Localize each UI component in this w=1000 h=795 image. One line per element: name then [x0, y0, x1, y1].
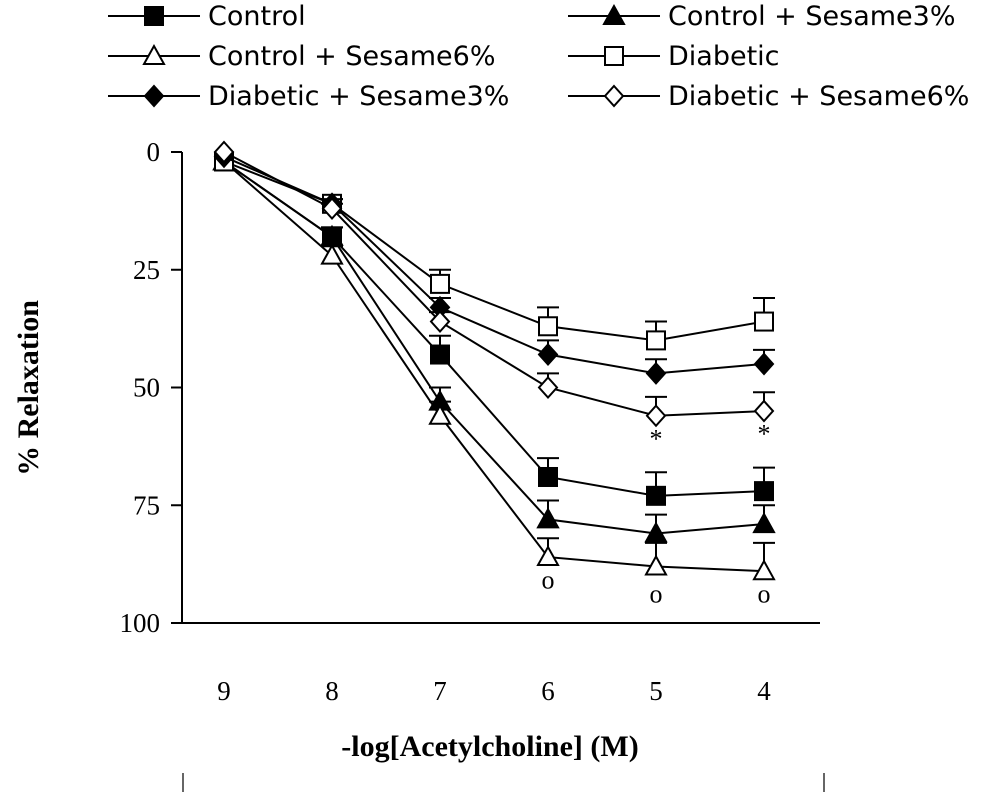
data-point [538, 316, 558, 337]
data-point [538, 466, 558, 487]
significance-mark: * [650, 424, 663, 453]
legend-label: Diabetic + Sesame3% [208, 81, 509, 112]
series-4 [213, 145, 775, 385]
data-point [753, 352, 775, 376]
legend-item: Control + Sesame3% [568, 1, 956, 32]
plot-area: 0 25 50 75 100 9 8 7 6 5 4 * * o o o [120, 137, 820, 706]
series-0 [214, 151, 775, 506]
legend-item: Diabetic [568, 41, 780, 72]
x-axis-title: -log[Acetylcholine] (M) [341, 730, 638, 763]
legend-item: Diabetic + Sesame3% [108, 81, 509, 112]
y-tick-label: 50 [133, 373, 160, 403]
series-line [223, 160, 765, 342]
legend-marker [602, 3, 626, 25]
series-2 [212, 149, 776, 581]
data-point [430, 344, 450, 365]
data-point [645, 404, 667, 428]
data-point [752, 512, 776, 534]
data-point [644, 521, 668, 543]
significance-mark: * [758, 420, 771, 449]
legend-marker [144, 6, 164, 26]
legend-label: Control + Sesame6% [208, 41, 496, 72]
series-line [223, 160, 765, 573]
legend-label: Control + Sesame3% [668, 1, 956, 32]
legend-marker [604, 46, 624, 66]
series-group [212, 140, 776, 581]
x-tick-label: 9 [217, 676, 231, 706]
x-tick-label: 4 [757, 676, 771, 706]
data-point [646, 330, 666, 351]
data-point [429, 310, 451, 334]
data-point [536, 507, 560, 529]
y-tick-label: 0 [147, 137, 161, 167]
x-tick-label: 6 [541, 676, 555, 706]
series-line [223, 160, 765, 535]
x-tick-label: 8 [325, 676, 339, 706]
annotations: * * o o o [542, 420, 771, 609]
x-tick-label: 7 [433, 676, 447, 706]
series-5 [213, 140, 775, 428]
data-point [754, 311, 774, 332]
data-point [428, 403, 452, 425]
x-ticks: 9 8 7 6 5 4 [217, 676, 771, 706]
legend-label: Control [208, 1, 306, 32]
data-point [536, 545, 560, 567]
significance-mark: o [758, 580, 771, 609]
data-point [753, 399, 775, 423]
data-point [537, 376, 559, 399]
series-line [223, 151, 765, 417]
data-point [430, 273, 450, 294]
x-tick-label: 5 [649, 676, 663, 706]
legend-marker [142, 43, 166, 65]
data-point [537, 343, 559, 367]
legend-item: Control + Sesame6% [108, 41, 496, 72]
data-point [752, 559, 776, 581]
data-point [213, 140, 235, 164]
data-point [646, 485, 666, 506]
legend-item: Diabetic + Sesame6% [568, 81, 969, 112]
series-3 [214, 151, 775, 351]
legend-label: Diabetic + Sesame6% [668, 81, 969, 112]
y-ticks: 0 25 50 75 100 [120, 137, 182, 638]
y-axis-title: % Relaxation [12, 300, 45, 476]
series-line [223, 155, 765, 375]
y-tick-label: 100 [120, 608, 161, 638]
legend-marker [143, 84, 165, 108]
legend-item: Control [108, 1, 306, 32]
legend: Control Control + Sesame3% Control + Sesam… [108, 1, 969, 112]
data-point [644, 554, 668, 576]
series-line [223, 160, 765, 497]
data-point [320, 243, 344, 265]
significance-mark: o [542, 566, 555, 595]
y-tick-label: 25 [133, 255, 160, 285]
significance-mark: o [650, 580, 663, 609]
data-point [321, 197, 343, 221]
data-point [645, 361, 667, 385]
legend-marker [603, 84, 625, 108]
legend-label: Diabetic [668, 41, 780, 72]
series-1 [212, 149, 776, 543]
y-tick-label: 75 [133, 490, 160, 520]
data-point [754, 481, 774, 502]
